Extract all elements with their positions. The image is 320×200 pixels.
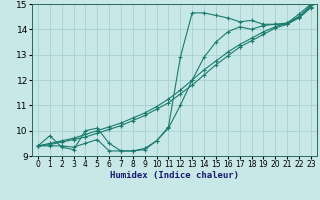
X-axis label: Humidex (Indice chaleur): Humidex (Indice chaleur) (110, 171, 239, 180)
